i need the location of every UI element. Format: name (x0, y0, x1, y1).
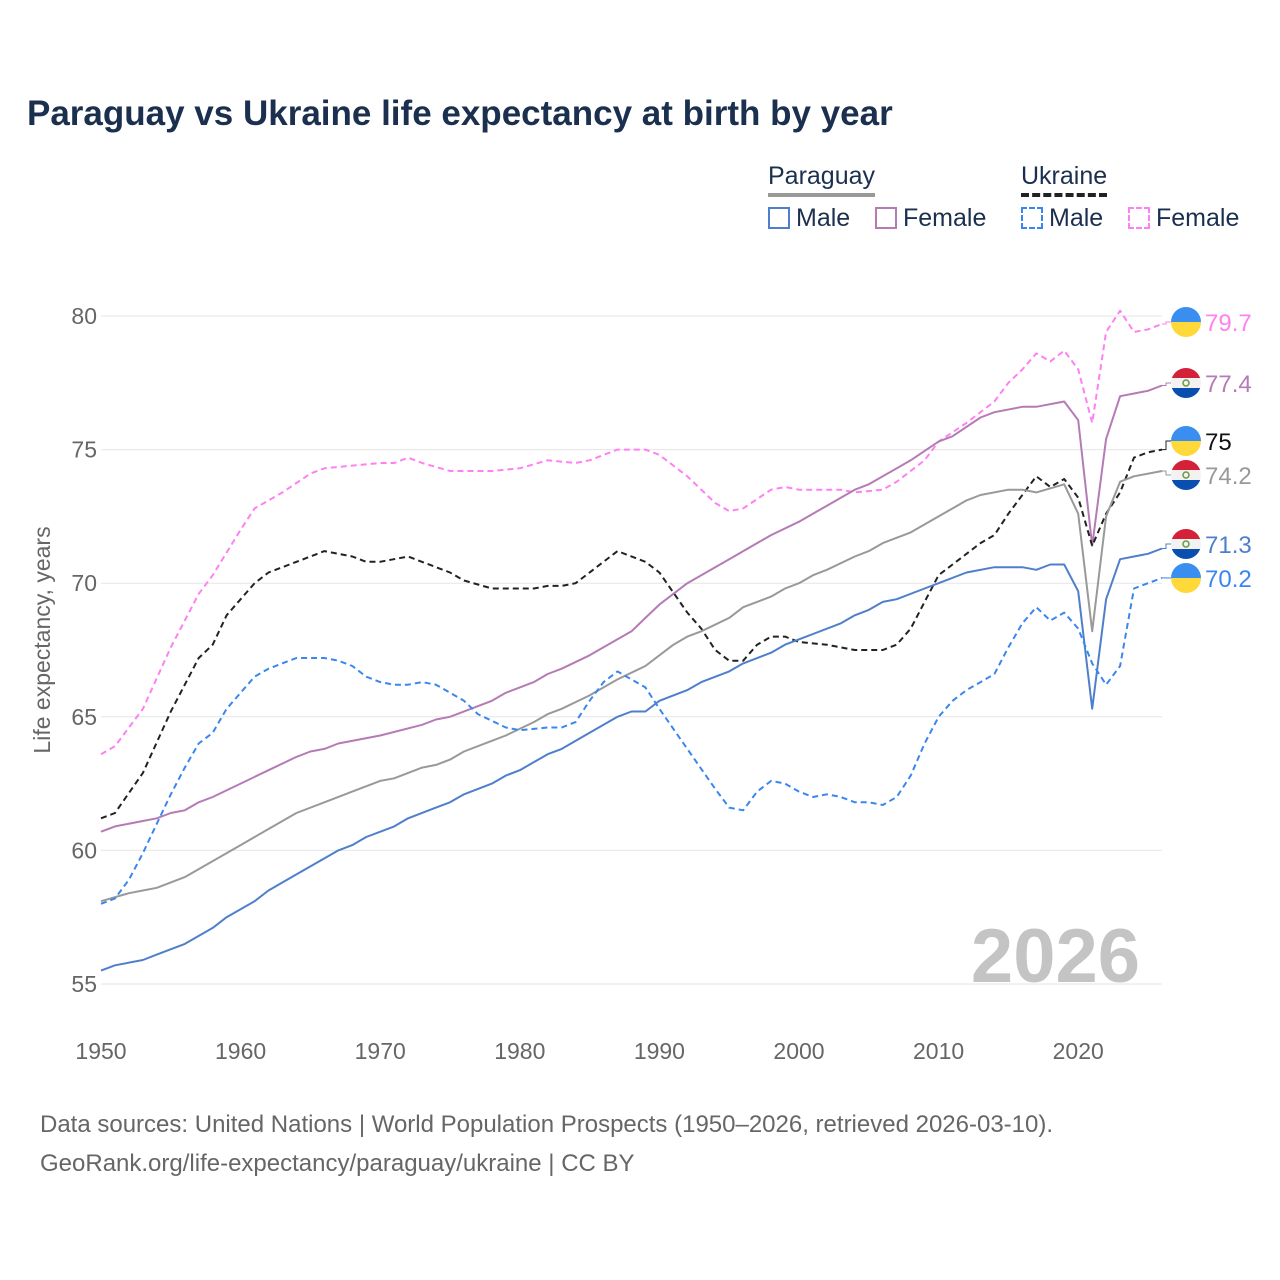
legend-swatch (1128, 207, 1150, 229)
y-axis-label: Life expectancy, years (29, 526, 55, 753)
leader-line (1161, 440, 1172, 451)
series-line-paraguay-male (100, 547, 1163, 972)
y-tick-label: 65 (71, 704, 97, 730)
legend-swatch (1021, 207, 1043, 229)
end-value-label: 77.4 (1205, 371, 1252, 398)
x-tick-label: 2000 (773, 1038, 824, 1064)
flag-paraguay-icon (1171, 529, 1201, 559)
x-tick-label: 1960 (215, 1038, 266, 1064)
legend-group-paraguay: Paraguay (768, 162, 876, 197)
flag-stripe (1171, 539, 1201, 549)
end-value-label: 74.2 (1205, 463, 1252, 490)
flag-stripe (1171, 426, 1201, 441)
legend-item-paraguay-female[interactable]: Female (875, 204, 986, 233)
chart-title: Paraguay vs Ukraine life expectancy at b… (27, 94, 893, 133)
legend-item-ukraine-female[interactable]: Female (1128, 204, 1239, 233)
legend-label: Female (1156, 204, 1240, 232)
legend-label: Male (796, 204, 851, 232)
flag-stripe (1171, 441, 1201, 456)
flag-ukraine-icon (1171, 307, 1201, 337)
end-value-label: 71.3 (1205, 532, 1252, 559)
legend-label: Female (903, 204, 987, 232)
end-value-label: 79.7 (1205, 310, 1252, 337)
series-line-paraguay-female (100, 384, 1163, 833)
y-tick-label: 70 (71, 570, 97, 596)
end-value-label: 70.2 (1205, 566, 1252, 593)
legend-group-label: Paraguay (768, 162, 876, 190)
flag-stripe (1171, 368, 1201, 378)
x-tick-label: 2020 (1053, 1038, 1104, 1064)
flag-stripe (1171, 460, 1201, 470)
flag-stripe (1171, 322, 1201, 337)
flag-stripe (1171, 470, 1201, 480)
y-tick-label: 80 (71, 303, 97, 329)
flag-stripe (1171, 549, 1201, 559)
series-line-ukraine-male (100, 576, 1163, 905)
legend-group-ukraine: Ukraine (1021, 162, 1108, 197)
leader-line (1161, 470, 1172, 476)
y-tick-label: 55 (71, 971, 97, 997)
flag-stripe (1171, 378, 1201, 388)
flag-stripe (1171, 529, 1201, 539)
source-line: Data sources: United Nations | World Pop… (40, 1111, 1054, 1138)
flag-emblem (1182, 471, 1190, 479)
legend-swatch (768, 207, 790, 229)
flag-emblem (1182, 379, 1190, 387)
flag-paraguay-icon (1171, 460, 1201, 490)
legend-swatch (875, 207, 897, 229)
flag-emblem (1182, 540, 1190, 548)
source-note: Data sources: United Nations | World Pop… (40, 1105, 1053, 1183)
source-link[interactable]: GeoRank.org/life-expectancy/paraguay/ukr… (40, 1150, 635, 1177)
legend-item-paraguay-male[interactable]: Male (768, 204, 850, 233)
x-tick-label: 1980 (494, 1038, 545, 1064)
flag-stripe (1171, 307, 1201, 322)
series-line-paraguay (100, 470, 1163, 903)
series-line-ukraine (100, 448, 1163, 820)
y-tick-label: 75 (71, 437, 97, 463)
legend-item-ukraine-male[interactable]: Male (1021, 204, 1103, 233)
legend-group-label: Ukraine (1021, 162, 1108, 190)
flag-ukraine-icon (1171, 426, 1201, 456)
series-line-ukraine-female (100, 309, 1163, 756)
leader-line (1161, 543, 1172, 549)
legend-label: Male (1049, 204, 1104, 232)
y-tick-label: 60 (71, 837, 97, 863)
leader-line (1161, 382, 1172, 386)
x-tick-label: 2010 (913, 1038, 964, 1064)
leader-line (1161, 321, 1172, 325)
year-watermark: 2026 (971, 914, 1140, 999)
x-tick-label: 1990 (634, 1038, 685, 1064)
flag-paraguay-icon (1171, 368, 1201, 398)
x-tick-label: 1950 (75, 1038, 126, 1064)
flag-ukraine-icon (1171, 563, 1201, 593)
flag-stripe (1171, 563, 1201, 578)
x-tick-label: 1970 (355, 1038, 406, 1064)
flag-stripe (1171, 578, 1201, 593)
end-value-label: 75 (1205, 429, 1232, 456)
flag-stripe (1171, 480, 1201, 490)
flag-stripe (1171, 388, 1201, 398)
